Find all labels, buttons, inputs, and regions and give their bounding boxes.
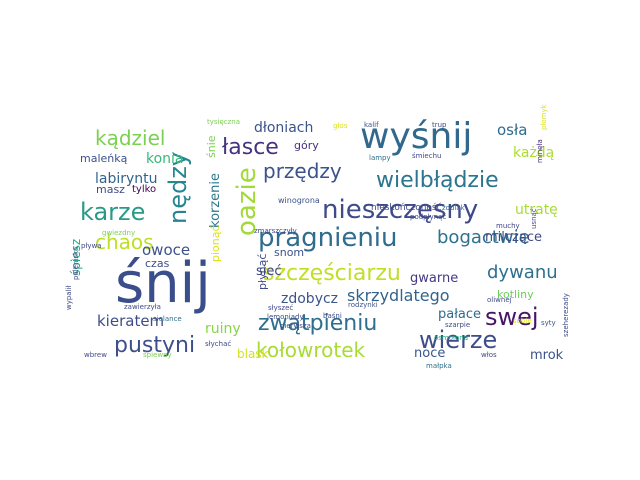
cloud-word: dłoniach <box>254 120 313 136</box>
cloud-word: góry <box>294 139 319 152</box>
cloud-word: skrzydlatego <box>347 286 450 305</box>
cloud-word: trup <box>432 121 447 129</box>
cloud-word: zodiak <box>442 204 466 212</box>
cloud-word: śnij <box>115 251 211 316</box>
cloud-word: osła <box>497 121 527 139</box>
cloud-word: tylko <box>132 184 156 195</box>
cloud-word: małpka <box>426 362 452 370</box>
cloud-word: zwątpieniu <box>258 311 377 336</box>
cloud-word: szarpie <box>445 321 470 329</box>
cloud-word: rodzynki <box>348 301 378 309</box>
cloud-word: lampy <box>369 154 391 162</box>
cloud-word: muchy <box>496 222 520 230</box>
cloud-word: sieć <box>256 264 282 279</box>
cloud-word: oazie <box>232 167 262 236</box>
cloud-word: noce <box>414 346 445 361</box>
cloud-word: podpłynąć <box>410 213 446 221</box>
cloud-word: mrok <box>530 348 564 363</box>
cloud-word: zawierzyła <box>124 303 161 311</box>
cloud-word: wierze <box>419 326 497 354</box>
cloud-word: sobie <box>513 317 532 325</box>
cloud-word: wbrew <box>84 351 107 359</box>
cloud-word: chaos <box>95 230 154 254</box>
cloud-word: nieszczęsny <box>322 195 478 225</box>
cloud-word: pragnieniu <box>258 223 398 253</box>
cloud-word: owoce <box>142 241 190 259</box>
cloud-word: pustyni <box>114 333 195 358</box>
cloud-word: bogactwie <box>437 227 530 248</box>
cloud-word: zmarszczyły <box>254 227 297 235</box>
cloud-word: przędzy <box>263 159 342 183</box>
cloud-word: wyśnij <box>360 116 472 157</box>
cloud-word: sielance <box>153 315 182 323</box>
cloud-word: nędzy <box>164 152 192 224</box>
cloud-word: płynąć <box>256 254 269 290</box>
cloud-word: ruiny <box>205 321 241 337</box>
cloud-word: winogrona <box>278 196 320 205</box>
cloud-word: masz <box>96 183 125 196</box>
cloud-word: osmołona <box>434 334 468 342</box>
cloud-word: milczące <box>485 230 542 245</box>
cloud-word: kołowrotek <box>256 338 366 362</box>
cloud-word: śnie <box>205 135 218 158</box>
cloud-word: głos <box>333 122 348 130</box>
cloud-word: śmiechu <box>412 152 441 160</box>
cloud-word: konia <box>146 151 184 167</box>
cloud-word: kieratem <box>97 312 164 330</box>
cloud-word: maleńką <box>80 152 128 165</box>
cloud-word: słychać <box>205 340 231 348</box>
cloud-word: blask <box>237 347 269 361</box>
cloud-word: słyszeć <box>268 304 293 312</box>
cloud-word: śpiewny <box>143 351 172 359</box>
cloud-word: kotliny <box>497 288 534 301</box>
cloud-word: nieskończoność <box>371 202 442 213</box>
cloud-word: szczęściarzu <box>263 261 401 286</box>
cloud-word: snom <box>274 246 304 259</box>
cloud-word: swej <box>485 303 539 331</box>
cloud-word: szeherezady <box>562 293 570 337</box>
cloud-word: minęła <box>536 139 544 163</box>
cloud-word: tysięczna <box>207 118 240 126</box>
cloud-word: gwarne <box>410 271 458 286</box>
cloud-word: kalif <box>364 121 379 129</box>
cloud-word: gwiezdny <box>102 229 135 237</box>
cloud-word: śpiesz <box>69 239 83 276</box>
cloud-word: płomyk <box>540 103 548 130</box>
cloud-word: czas <box>145 257 170 270</box>
cloud-word: lemoniady <box>267 313 304 321</box>
cloud-word: paleniska <box>72 247 80 280</box>
cloud-word: labiryntu <box>95 171 158 187</box>
cloud-word: wypalił <box>65 286 73 310</box>
cloud-word: włos <box>481 351 497 359</box>
cloud-word: każdą <box>513 145 554 161</box>
cloud-word: syty <box>541 319 556 327</box>
cloud-word: utratę <box>515 202 558 218</box>
cloud-word: baśni <box>323 312 342 320</box>
cloud-word: dywanu <box>487 262 558 283</box>
cloud-word: wielbłądzie <box>376 168 499 193</box>
cloud-word: pierwsza <box>280 322 311 330</box>
cloud-word: korzenie <box>208 173 223 228</box>
cloud-word: oliwnej <box>487 296 512 304</box>
cloud-word: karze <box>80 198 145 226</box>
cloud-word: pałace <box>438 307 481 322</box>
cloud-word: pionąć <box>209 225 222 262</box>
cloud-word: usnąć <box>530 208 538 229</box>
cloud-word: kądziel <box>95 126 165 150</box>
cloud-word: zdobycz <box>281 291 338 307</box>
cloud-word: pływa <box>81 242 102 250</box>
cloud-word: łasce <box>222 135 279 160</box>
